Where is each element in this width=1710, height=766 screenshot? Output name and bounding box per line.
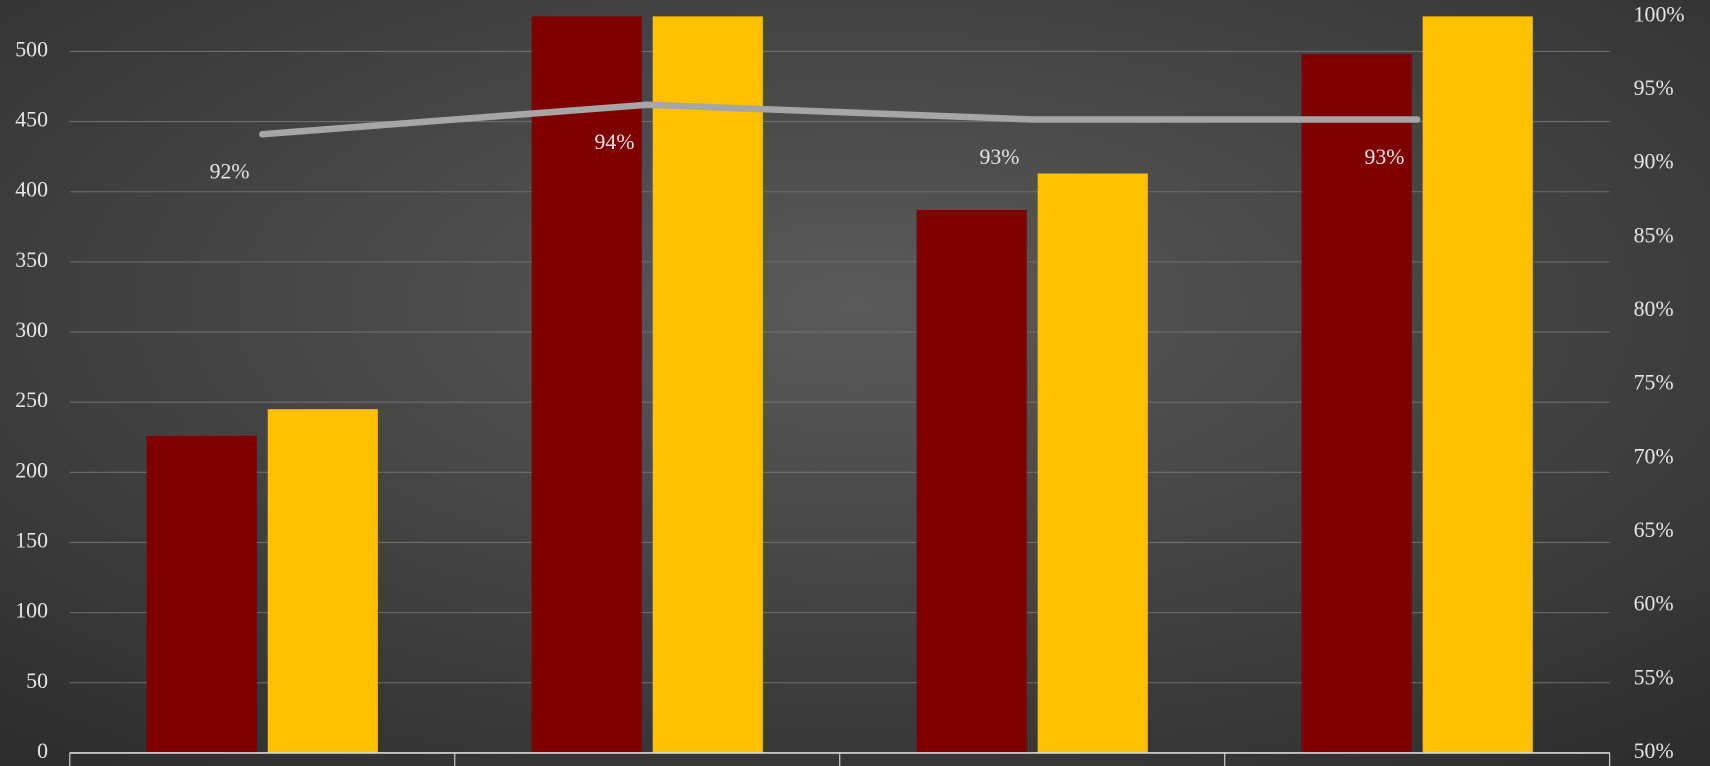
x-tick-label: DLP	[627, 763, 668, 766]
y-tick-label: 200	[15, 458, 48, 482]
data-label: 93%	[980, 145, 1020, 169]
y2-tick-label: 95%	[1634, 76, 1674, 100]
data-label: 92%	[210, 159, 250, 183]
y2-tick-label: 80%	[1634, 297, 1674, 321]
y2-tick-label: 90%	[1634, 150, 1674, 174]
x-tick-label: TEP	[1013, 763, 1052, 766]
bar	[531, 16, 642, 753]
y-tick-label: 450	[15, 108, 48, 132]
y-tick-label: 250	[15, 388, 48, 412]
x-tick-label: GHS	[1395, 763, 1439, 766]
y2-tick-label: 75%	[1634, 371, 1674, 395]
x-tick-label: IHP	[245, 763, 280, 766]
y2-tick-label: 100%	[1634, 2, 1685, 26]
y2-tick-label: 65%	[1634, 518, 1674, 542]
y-tick-label: 150	[15, 528, 48, 552]
bar	[1037, 173, 1148, 753]
bar	[267, 409, 378, 753]
line	[259, 101, 1421, 138]
bar	[146, 435, 257, 753]
overlay: IHP DLP TEP GHS 92% 94% 93% 93%	[210, 101, 1439, 766]
y-tick-label: 350	[15, 248, 48, 272]
y-tick-label: 100	[15, 599, 48, 623]
y-tick-label: 0	[37, 739, 48, 763]
bars	[146, 16, 1533, 753]
x-axis	[69, 752, 1611, 766]
y-tick-label: 300	[15, 318, 48, 342]
bar	[652, 16, 763, 753]
y2-tick-label: 55%	[1634, 665, 1674, 689]
bar	[1301, 54, 1412, 753]
bar	[1422, 16, 1533, 753]
y2-tick-label: 85%	[1634, 223, 1674, 247]
data-label: 94%	[595, 130, 635, 154]
y2-tick-label: 60%	[1634, 592, 1674, 616]
y2-tick-label: 50%	[1634, 739, 1674, 763]
y2-tick-label: 70%	[1634, 444, 1674, 468]
data-label: 93%	[1364, 145, 1404, 169]
y-tick-label: 500	[15, 37, 48, 61]
y-tick-label: 50	[26, 669, 48, 693]
y-tick-label: 400	[15, 178, 48, 202]
bar	[916, 209, 1027, 753]
